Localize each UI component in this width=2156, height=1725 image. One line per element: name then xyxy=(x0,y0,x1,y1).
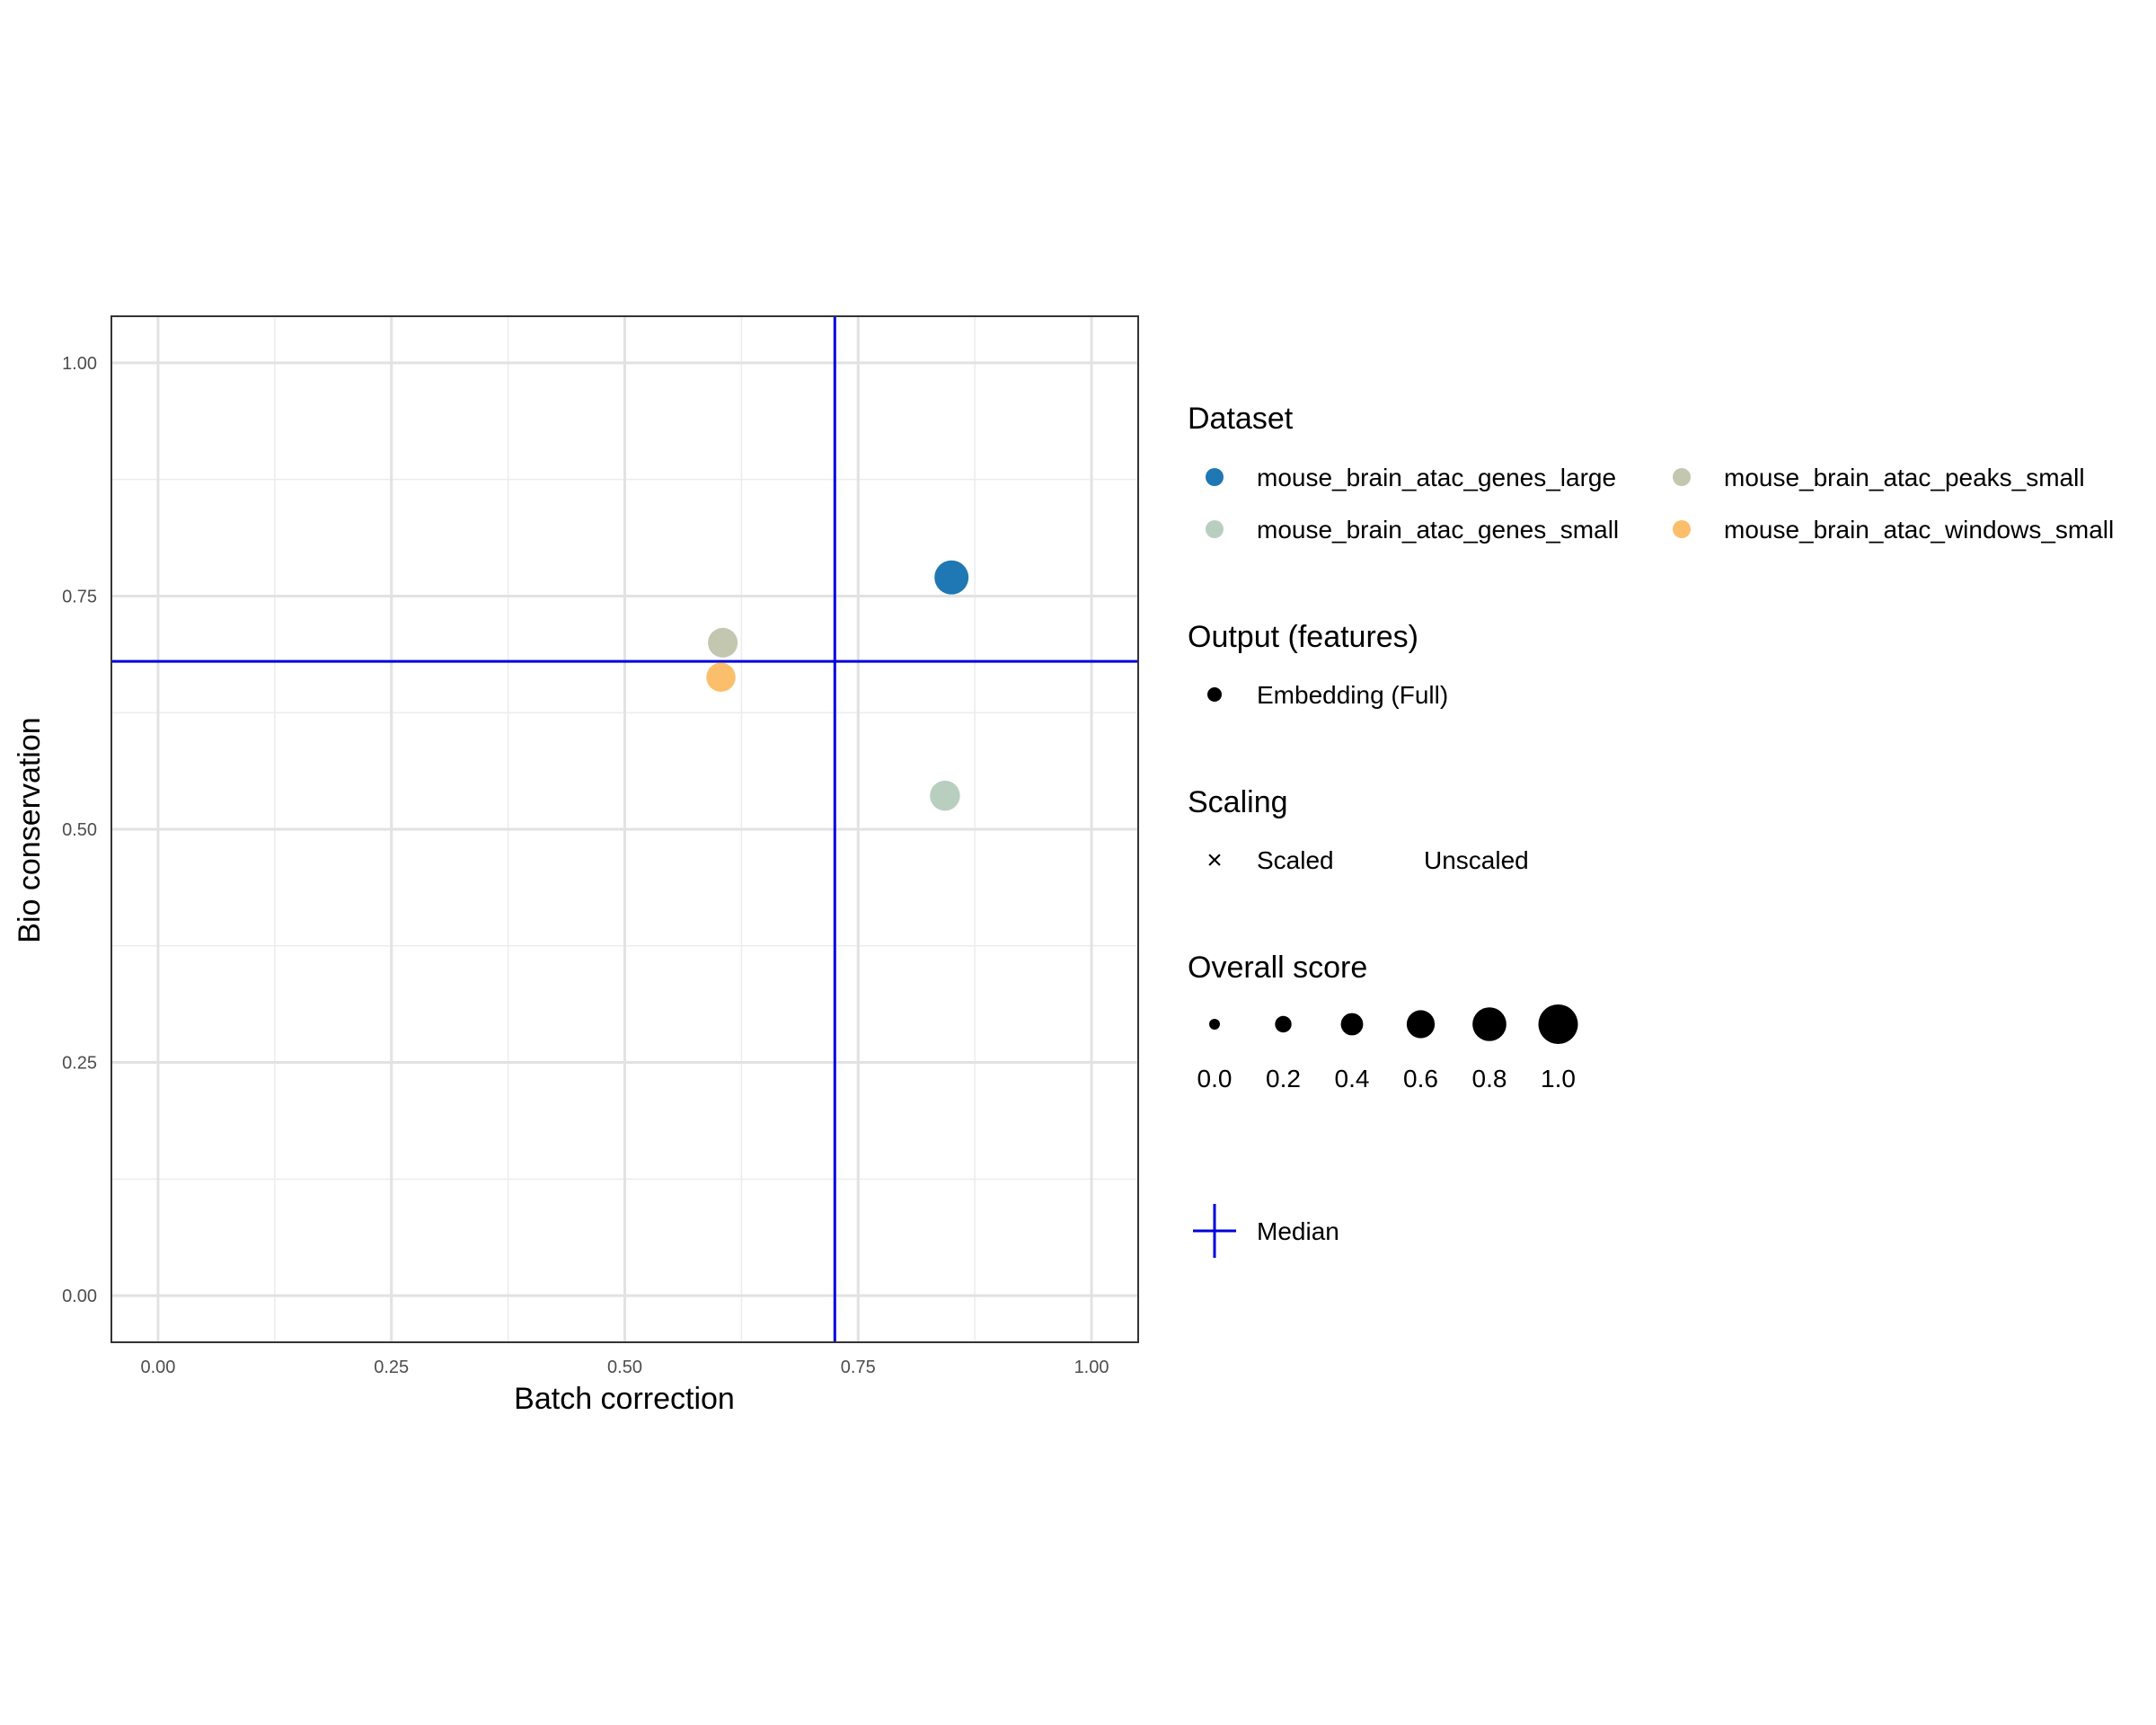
y-axis-label: Bio conservation xyxy=(13,717,47,942)
legend: Dataset mouse_brain_atac_genes_large mous… xyxy=(1188,402,2114,1258)
y-tick-label: 0.75 xyxy=(62,587,97,606)
legend-size-label: 0.2 xyxy=(1266,1065,1301,1092)
legend-size-key xyxy=(1538,1004,1578,1044)
legend-size-key xyxy=(1275,1015,1292,1033)
data-points xyxy=(706,560,969,811)
legend-dataset-label: mouse_brain_atac_genes_large xyxy=(1257,464,1616,491)
x-tick-label: 1.00 xyxy=(1074,1358,1109,1377)
legend-size-label: 0.6 xyxy=(1403,1065,1438,1092)
x-axis-ticks: 0.00 0.25 0.50 0.75 1.00 xyxy=(140,1358,1109,1377)
grid xyxy=(111,316,1138,1342)
legend-output-label: Embedding (Full) xyxy=(1257,681,1448,709)
x-tick-label: 0.25 xyxy=(374,1358,409,1377)
x-axis-label: Batch correction xyxy=(514,1382,735,1416)
legend-size-key xyxy=(1472,1007,1507,1041)
legend-scaling-scaled-label: Scaled xyxy=(1257,846,1334,874)
legend-size-label: 0.0 xyxy=(1197,1065,1233,1092)
data-point xyxy=(708,627,738,658)
legend-output-title: Output (features) xyxy=(1188,620,1418,654)
median-lines xyxy=(111,316,1138,1342)
legend-dataset-key xyxy=(1673,520,1691,538)
x-tick-label: 0.75 xyxy=(841,1358,876,1377)
legend-dataset-key xyxy=(1206,520,1224,538)
legend-size-key xyxy=(1406,1010,1436,1039)
median-legend-key xyxy=(1193,1204,1236,1258)
legend-size-label: 0.8 xyxy=(1472,1065,1507,1092)
legend-size-label: 0.4 xyxy=(1335,1065,1370,1092)
legend-scaling-scaled-key: × xyxy=(1206,845,1223,875)
legend-overall-score-entries: 0.0 0.2 0.4 0.6 0.8 1.0 xyxy=(1197,1004,1578,1092)
data-point xyxy=(934,560,969,595)
y-tick-label: 0.00 xyxy=(62,1287,97,1306)
legend-dataset-key xyxy=(1206,468,1224,486)
legend-scaling-title: Scaling xyxy=(1188,785,1288,819)
x-tick-label: 0.50 xyxy=(607,1358,642,1377)
data-point xyxy=(930,780,960,811)
legend-dataset-key xyxy=(1673,468,1691,486)
legend-dataset-label: mouse_brain_atac_peaks_small xyxy=(1724,464,2085,491)
y-tick-label: 1.00 xyxy=(62,354,97,374)
legend-median-label: Median xyxy=(1257,1217,1339,1245)
data-point xyxy=(706,662,736,693)
legend-scaling-unscaled-label: Unscaled xyxy=(1424,846,1529,874)
legend-dataset-title: Dataset xyxy=(1188,402,1294,436)
y-axis-ticks: 0.00 0.25 0.50 0.75 1.00 xyxy=(62,354,97,1306)
y-tick-label: 0.50 xyxy=(62,820,97,840)
legend-dataset-label: mouse_brain_atac_genes_small xyxy=(1257,516,1619,544)
legend-output-key xyxy=(1207,687,1222,702)
legend-size-key xyxy=(1209,1019,1220,1030)
legend-overall-score-title: Overall score xyxy=(1188,951,1367,985)
legend-dataset-entries: mouse_brain_atac_genes_large mouse_brain_… xyxy=(1206,464,2114,544)
legend-size-key xyxy=(1340,1013,1364,1036)
y-tick-label: 0.25 xyxy=(62,1054,97,1074)
legend-size-label: 1.0 xyxy=(1541,1065,1576,1092)
x-tick-label: 0.00 xyxy=(140,1358,175,1377)
plot-panel-border xyxy=(110,315,1139,1343)
legend-dataset-label: mouse_brain_atac_windows_small xyxy=(1724,516,2114,544)
